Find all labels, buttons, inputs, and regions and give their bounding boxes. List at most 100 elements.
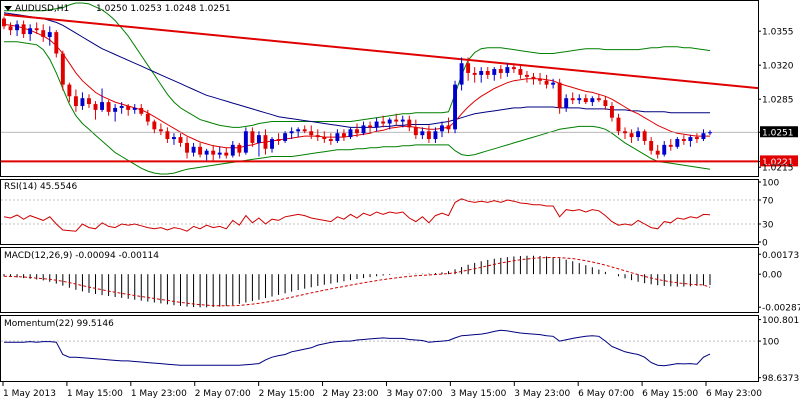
x-tick-label: 2 May 23:00: [323, 389, 379, 399]
candle-body: [505, 67, 510, 73]
candle-body: [616, 117, 621, 132]
candle-body: [296, 129, 301, 132]
candle-body: [557, 82, 562, 108]
candle-body: [237, 144, 242, 153]
candle-body: [531, 76, 536, 79]
candle-body: [250, 131, 255, 143]
rsi-title: RSI(14) 45.5546: [4, 182, 77, 192]
candle-body: [47, 32, 52, 37]
rsi-panel-frame: [0, 179, 759, 245]
candle-body: [564, 98, 569, 108]
price-tick-label: 1.0215: [762, 164, 794, 174]
candle-body: [60, 53, 65, 85]
rsi-tick-label: 70: [762, 197, 774, 207]
candle-body: [636, 131, 641, 138]
candle-body: [276, 139, 281, 141]
ohlc-header: 1.0250 1.0253 1.0248 1.0251: [96, 4, 231, 14]
candle-body: [407, 119, 412, 128]
price-tick-label: 1.0285: [762, 96, 794, 106]
candle-body: [204, 150, 209, 155]
candle-body: [113, 107, 118, 112]
rsi-tick-label: 100: [762, 179, 779, 189]
candle-body: [132, 107, 137, 110]
candle-body: [688, 137, 693, 141]
macd-tick-label: -0.00287: [762, 304, 800, 314]
candle-body: [518, 69, 523, 75]
x-tick-label: 1 May 2013: [3, 389, 56, 399]
macd-tick-label: 0.00173: [762, 251, 799, 261]
candle-body: [15, 24, 20, 31]
bollinger-lower-line: [4, 41, 711, 175]
candle-body: [243, 131, 248, 153]
candle-body: [355, 129, 359, 134]
macd-title: MACD(12,26,9) -0.00094 -0.00114: [4, 251, 159, 261]
candle-body: [73, 96, 78, 106]
candle-body: [54, 32, 59, 54]
x-tick-label: 1 May 15:00: [67, 389, 123, 399]
candle-body: [708, 132, 712, 134]
candle-body: [158, 129, 163, 132]
candle-body: [544, 80, 549, 85]
candle-body: [289, 131, 294, 134]
candle-body: [80, 98, 85, 106]
momentum-tick-label: 100: [762, 338, 779, 348]
candle-body: [328, 139, 333, 141]
candle-body: [270, 139, 274, 149]
candle-body: [348, 129, 353, 138]
bollinger-upper-line: [4, 2, 711, 128]
candle-body: [341, 133, 346, 138]
macd-signal-line: [3, 256, 711, 307]
candle-body: [662, 144, 667, 155]
candle-body: [93, 104, 98, 110]
price-title: AUDUSD,H1: [15, 4, 69, 14]
candle-body: [172, 137, 176, 140]
candle-body: [675, 139, 680, 147]
candle-body: [335, 133, 340, 141]
candle-body: [309, 131, 314, 136]
macd-tick-label: 0.00: [762, 271, 782, 281]
candle-body: [211, 150, 216, 155]
candle-body: [479, 71, 484, 75]
candle-body: [426, 131, 431, 140]
candle-body: [381, 121, 386, 124]
candle-body: [139, 107, 144, 114]
candle-body: [623, 131, 627, 134]
price-panel-frame: [0, 0, 759, 177]
candle-body: [694, 137, 699, 140]
candle-body: [230, 144, 235, 156]
candle-body: [485, 71, 490, 75]
momentum-panel-frame: [0, 315, 759, 382]
candle-body: [34, 28, 39, 31]
momentum-tick-label: 98.6373: [762, 374, 799, 384]
price-tick-label: 1.0320: [762, 62, 794, 72]
candle-body: [649, 140, 654, 151]
x-tick-label: 2 May 07:00: [195, 389, 251, 399]
candle-body: [263, 135, 268, 149]
symbol-menu-icon[interactable]: [4, 6, 12, 11]
candle-body: [570, 98, 575, 101]
rsi-line: [3, 198, 711, 232]
candle-body: [178, 137, 183, 143]
x-tick-label: 6 May 23:00: [706, 389, 762, 399]
candle-body: [119, 105, 124, 108]
momentum-title: Momentum(22) 99.5146: [4, 319, 114, 329]
candle-body: [198, 146, 203, 155]
x-tick-label: 3 May 15:00: [450, 389, 506, 399]
candle-body: [400, 119, 405, 122]
candle-body: [577, 98, 582, 101]
candle-body: [224, 152, 229, 156]
candle-body: [256, 135, 261, 143]
price-chart: [1, 2, 759, 175]
candle-body: [413, 127, 418, 136]
candle-body: [322, 137, 327, 140]
x-tick-label: 2 May 15:00: [259, 389, 315, 399]
candle-body: [185, 142, 189, 153]
candle-body: [551, 82, 556, 85]
candle-body: [420, 131, 425, 136]
resistance-trendline: [3, 13, 759, 90]
x-tick-label: 1 May 23:00: [131, 389, 187, 399]
candle-body: [459, 63, 464, 85]
